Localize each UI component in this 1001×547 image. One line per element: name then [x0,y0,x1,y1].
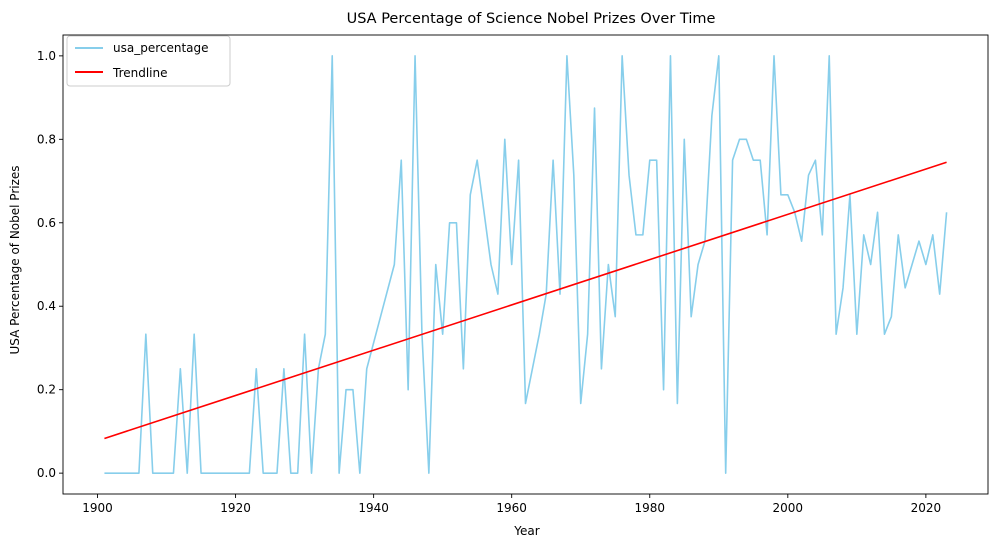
x-tick-label-1940: 1940 [358,501,389,515]
series-line-trendline [104,161,947,440]
plot-area: 1900 1920 1940 1960 1980 2000 2020 0.0 0.2 0.4 0.6… [37,34,989,515]
x-tick-label-1920: 1920 [220,501,251,515]
y-tick-label-2: 0.4 [37,299,56,313]
axes-frame [62,34,989,495]
x-tick-label-2000: 2000 [773,501,804,515]
x-tick-label-1900: 1900 [82,501,113,515]
legend-frame [66,35,231,87]
y-axis-label: USA Percentage of Nobel Prizes [8,165,22,354]
x-tick-label-1960: 1960 [496,501,527,515]
legend: usa_percentage Trendline [66,35,231,87]
x-tick-label-2020: 2020 [911,501,942,515]
y-tick-label-4: 0.8 [37,132,56,146]
chart-title: USA Percentage of Science Nobel Prizes O… [347,11,716,27]
y-tick-label-3: 0.6 [37,216,56,230]
series-line-usa-percentage [104,55,948,474]
y-tick-label-0: 0.0 [37,466,56,480]
x-tick-label-1980: 1980 [634,501,665,515]
y-tick-label-1: 0.2 [37,383,56,397]
legend-label-usa-percentage: usa_percentage [113,41,209,55]
legend-label-trendline: Trendline [112,66,168,80]
x-axis-label: Year [513,524,539,538]
y-tick-label-5: 1.0 [37,49,56,63]
